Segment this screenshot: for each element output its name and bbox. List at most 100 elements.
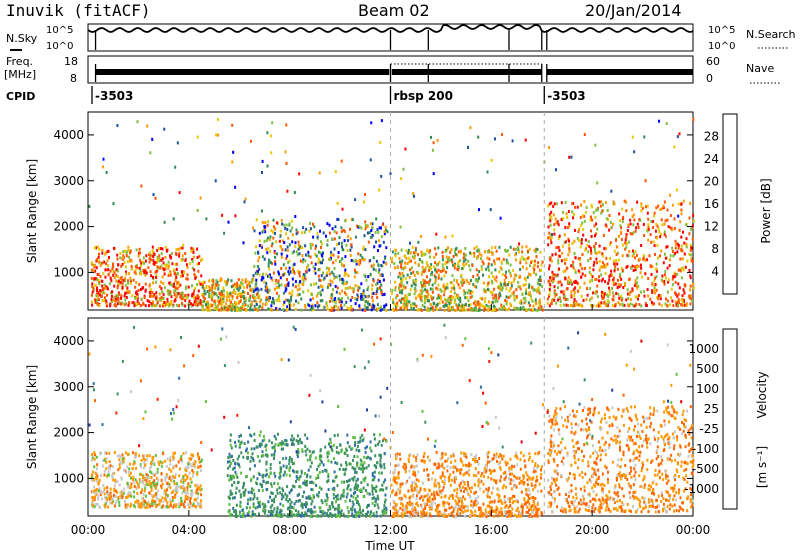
scatter-cell bbox=[590, 252, 592, 255]
scatter-cell bbox=[265, 454, 267, 457]
scatter-cell bbox=[554, 233, 556, 236]
scatter-cell bbox=[331, 238, 333, 241]
scatter-noise-cell bbox=[177, 141, 179, 144]
scatter-cell bbox=[155, 297, 157, 300]
scatter-cell bbox=[122, 250, 124, 253]
scatter-cell bbox=[357, 485, 359, 488]
scatter-cell bbox=[337, 286, 339, 289]
scatter-cell bbox=[297, 470, 299, 473]
scatter-cell bbox=[304, 244, 306, 247]
scatter-cell bbox=[174, 488, 176, 491]
scatter-cell bbox=[107, 287, 109, 290]
scatter-cell bbox=[310, 503, 312, 506]
scatter-cell bbox=[340, 497, 342, 500]
scatter-cell bbox=[460, 250, 462, 253]
scatter-cell bbox=[177, 287, 179, 290]
scatter-cell bbox=[422, 304, 424, 307]
scatter-cell bbox=[155, 304, 157, 307]
scatter-cell bbox=[146, 503, 148, 506]
scatter-cell bbox=[348, 511, 350, 514]
scatter-cell bbox=[115, 305, 117, 308]
scatter-cell bbox=[350, 237, 352, 240]
scatter-cell bbox=[640, 271, 642, 274]
scatter-cell bbox=[354, 441, 356, 444]
scatter-cell bbox=[134, 485, 136, 488]
scatter-cell bbox=[308, 254, 310, 257]
scatter-cell bbox=[234, 496, 236, 499]
scatter-cell bbox=[506, 259, 508, 262]
scatter-cell bbox=[451, 287, 453, 290]
scatter-cell bbox=[320, 506, 322, 509]
scatter-cell bbox=[320, 240, 322, 243]
scatter-cell bbox=[152, 473, 154, 476]
scatter-cell bbox=[535, 298, 537, 301]
scatter-cell bbox=[457, 307, 459, 310]
scatter-cell bbox=[292, 469, 294, 472]
scatter-cell bbox=[377, 303, 379, 306]
scatter-cell bbox=[101, 252, 103, 255]
scatter-cell bbox=[567, 253, 569, 256]
scatter-cell bbox=[218, 302, 220, 305]
scatter-noise-cell bbox=[335, 170, 337, 173]
scatter-cell bbox=[478, 270, 480, 273]
scatter-cell bbox=[518, 285, 520, 288]
scatter-cell bbox=[283, 474, 285, 477]
scatter-cell bbox=[161, 472, 163, 475]
scatter-cell bbox=[159, 304, 161, 307]
scatter-cell bbox=[152, 246, 154, 249]
scatter-cell bbox=[410, 307, 412, 310]
scatter-cell bbox=[107, 259, 109, 262]
scatter-cell bbox=[293, 303, 295, 306]
scatter-cell bbox=[317, 495, 319, 498]
scatter-cell bbox=[281, 493, 283, 496]
scatter-cell bbox=[229, 305, 231, 308]
scatter-cell bbox=[579, 263, 581, 266]
scatter-cell bbox=[559, 249, 561, 252]
scatter-cell bbox=[414, 261, 416, 264]
scatter-cell bbox=[394, 266, 396, 269]
scatter-cell bbox=[265, 462, 267, 465]
scatter-cell bbox=[253, 493, 255, 496]
scatter-cell bbox=[356, 298, 358, 301]
scatter-cell bbox=[622, 269, 624, 272]
scatter-cell bbox=[595, 222, 597, 225]
scatter-cell bbox=[113, 299, 115, 302]
scatter-cell bbox=[621, 238, 623, 241]
scatter-cell bbox=[509, 302, 511, 305]
scatter-cell bbox=[667, 209, 669, 212]
scatter-cell bbox=[227, 467, 229, 470]
scatter-cell bbox=[463, 264, 465, 267]
scatter-cell bbox=[169, 498, 171, 501]
scatter-cell bbox=[254, 439, 256, 442]
scatter-cell bbox=[126, 250, 128, 253]
scatter-cell bbox=[407, 252, 409, 255]
scatter-cell bbox=[622, 254, 624, 257]
scatter-cell bbox=[322, 470, 324, 473]
scatter-noise-cell bbox=[234, 214, 236, 217]
scatter-cell bbox=[434, 261, 436, 264]
scatter-cell bbox=[128, 491, 130, 494]
scatter-cell bbox=[348, 307, 350, 310]
scatter-cell bbox=[256, 303, 258, 306]
scatter-cell bbox=[176, 482, 178, 485]
scatter-cell bbox=[155, 472, 157, 475]
scatter-cell bbox=[299, 274, 301, 277]
scatter-cell bbox=[255, 245, 257, 248]
scatter-cell bbox=[233, 481, 235, 484]
scatter-cell bbox=[620, 226, 622, 229]
scatter-cell bbox=[133, 304, 135, 307]
scatter-cell bbox=[332, 227, 334, 230]
scatter-cell bbox=[334, 248, 336, 251]
scatter-cell bbox=[301, 246, 303, 249]
scatter-noise-cell bbox=[250, 140, 252, 143]
scatter-cell bbox=[193, 251, 195, 254]
scatter-noise-cell bbox=[555, 168, 557, 171]
scatter-cell bbox=[525, 258, 527, 261]
scatter-noise-cell bbox=[487, 171, 489, 174]
scatter-cell bbox=[190, 477, 192, 480]
scatter-cell bbox=[304, 511, 306, 514]
scatter-cell bbox=[283, 301, 285, 304]
scatter-cell bbox=[342, 282, 344, 285]
scatter-noise-cell bbox=[261, 171, 263, 174]
